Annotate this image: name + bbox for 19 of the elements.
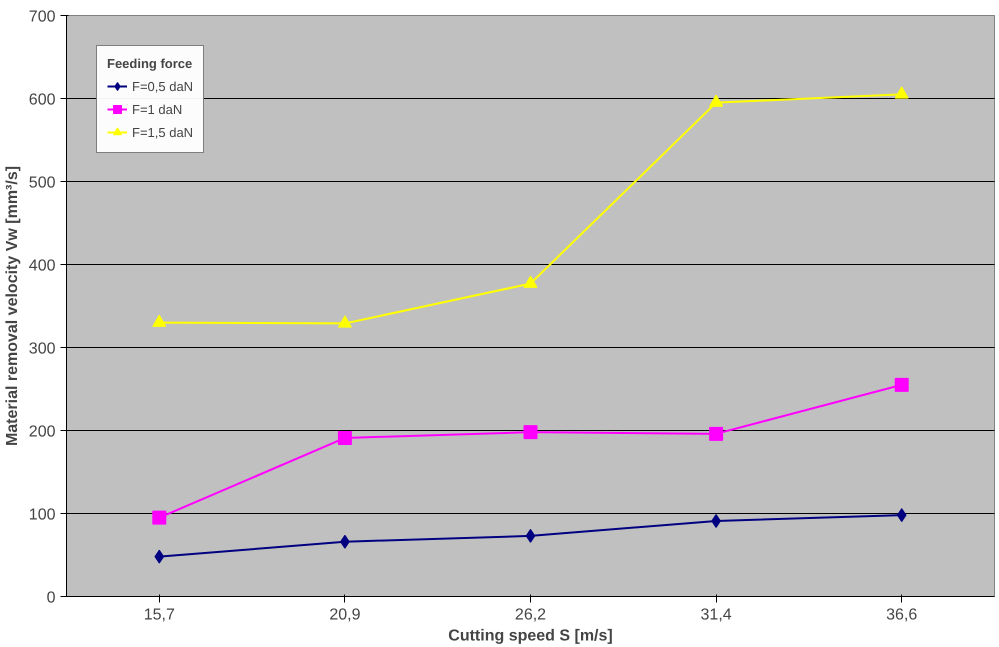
y-tick-label: 600 xyxy=(28,92,56,108)
x-tick-label: 15,7 xyxy=(144,606,175,624)
x-axis-title: Cutting speed S [m/s] xyxy=(448,628,613,644)
legend-label: F=1 daN xyxy=(132,102,182,116)
y-tick-label: 300 xyxy=(28,340,56,358)
legend-label: F=0,5 daN xyxy=(132,78,194,94)
y-axis-title: Material removal velocity Vw [mm³/s] xyxy=(4,166,21,446)
legend-title: Feeding force xyxy=(107,56,194,71)
y-tick-label: 0 xyxy=(46,590,56,606)
y-tick-label: 100 xyxy=(28,506,56,524)
x-tick-label: 26,2 xyxy=(514,606,546,624)
x-tick-label: 20,9 xyxy=(329,606,361,624)
y-tick-label: 200 xyxy=(28,424,56,440)
legend-label: F=1,5 daN xyxy=(132,124,194,140)
x-tick-label: 36,6 xyxy=(886,606,918,624)
y-tick-label: 400 xyxy=(28,258,56,274)
y-tick-label: 700 xyxy=(28,8,56,26)
x-tick-label: 31,4 xyxy=(700,606,732,624)
y-tick-label: 500 xyxy=(28,174,56,192)
